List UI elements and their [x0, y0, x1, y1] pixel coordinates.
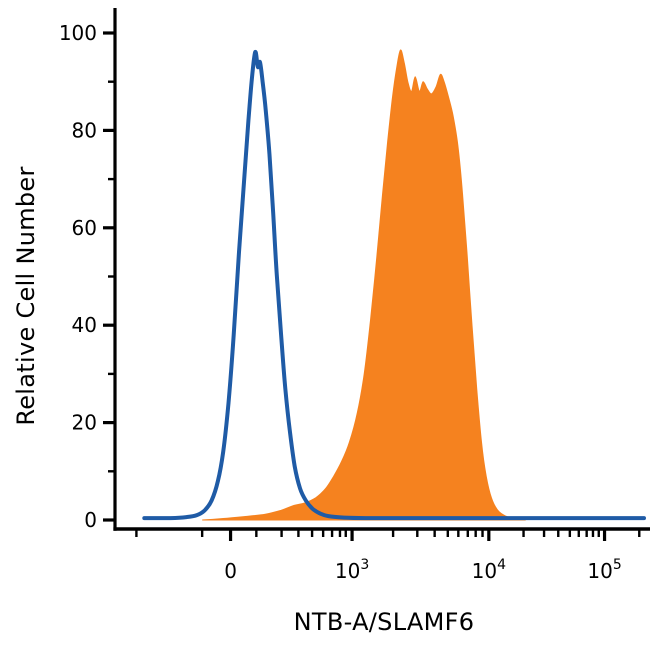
y-tick-label: 20: [72, 411, 97, 435]
y-tick-label: 60: [72, 216, 97, 240]
x-axis-title: NTB-A/SLAMF6: [293, 608, 475, 636]
blue-outline-histogram: [142, 49, 646, 521]
orange-filled-histogram: [202, 49, 526, 521]
x-tick-label: 104: [472, 557, 506, 583]
x-tick-label: 103: [335, 557, 369, 583]
y-tick-label: 40: [72, 313, 97, 337]
y-tick-label: 100: [59, 21, 97, 45]
y-axis-title: Relative Cell Number: [12, 166, 40, 426]
x-tick-label: 105: [587, 557, 621, 583]
y-tick-label: 80: [72, 118, 97, 142]
y-tick-label: 0: [84, 508, 97, 532]
x-tick-label: 0: [224, 559, 237, 583]
